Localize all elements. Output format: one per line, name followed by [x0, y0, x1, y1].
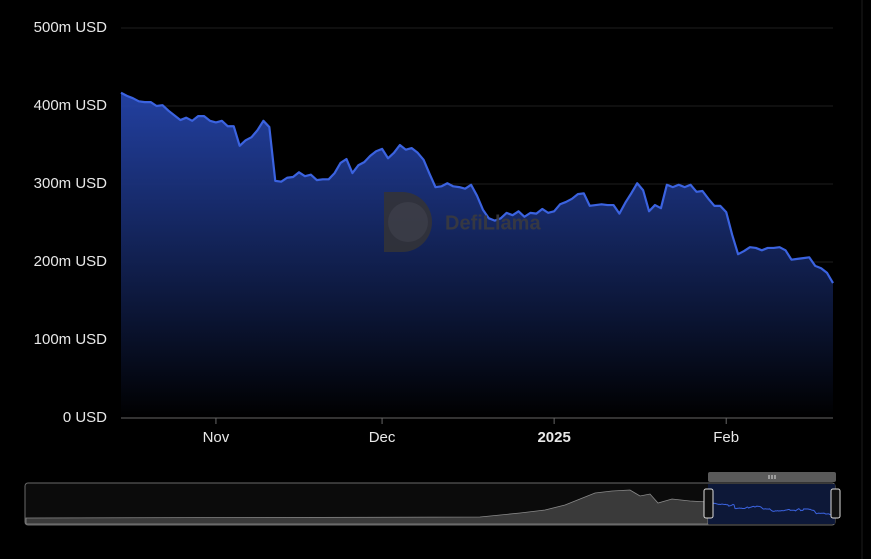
navigator-series: [707, 501, 834, 517]
area-fill: [121, 92, 833, 419]
y-tick-label: 400m USD: [34, 97, 108, 114]
navigator-handle-right[interactable]: [830, 488, 841, 519]
x-tick-label: Dec: [369, 429, 396, 446]
y-tick-label: 0 USD: [63, 409, 107, 426]
navigator-handle-left[interactable]: [703, 488, 714, 519]
watermark-text: DefiLlama: [445, 212, 541, 234]
y-tick-label: 200m USD: [34, 253, 108, 270]
y-tick-label: 300m USD: [34, 175, 108, 192]
y-tick-label: 100m USD: [34, 331, 108, 348]
y-tick-label: 500m USD: [34, 19, 108, 36]
x-tick-label: Nov: [203, 429, 230, 446]
x-tick-label: Feb: [713, 429, 739, 446]
drag-grip: [768, 475, 776, 479]
navigator[interactable]: [24, 472, 841, 526]
navigator-selection[interactable]: [708, 484, 835, 524]
x-tick-label: 2025: [537, 429, 570, 446]
area-line: [120, 91, 834, 284]
watermark: DefiLlama: [384, 192, 541, 252]
